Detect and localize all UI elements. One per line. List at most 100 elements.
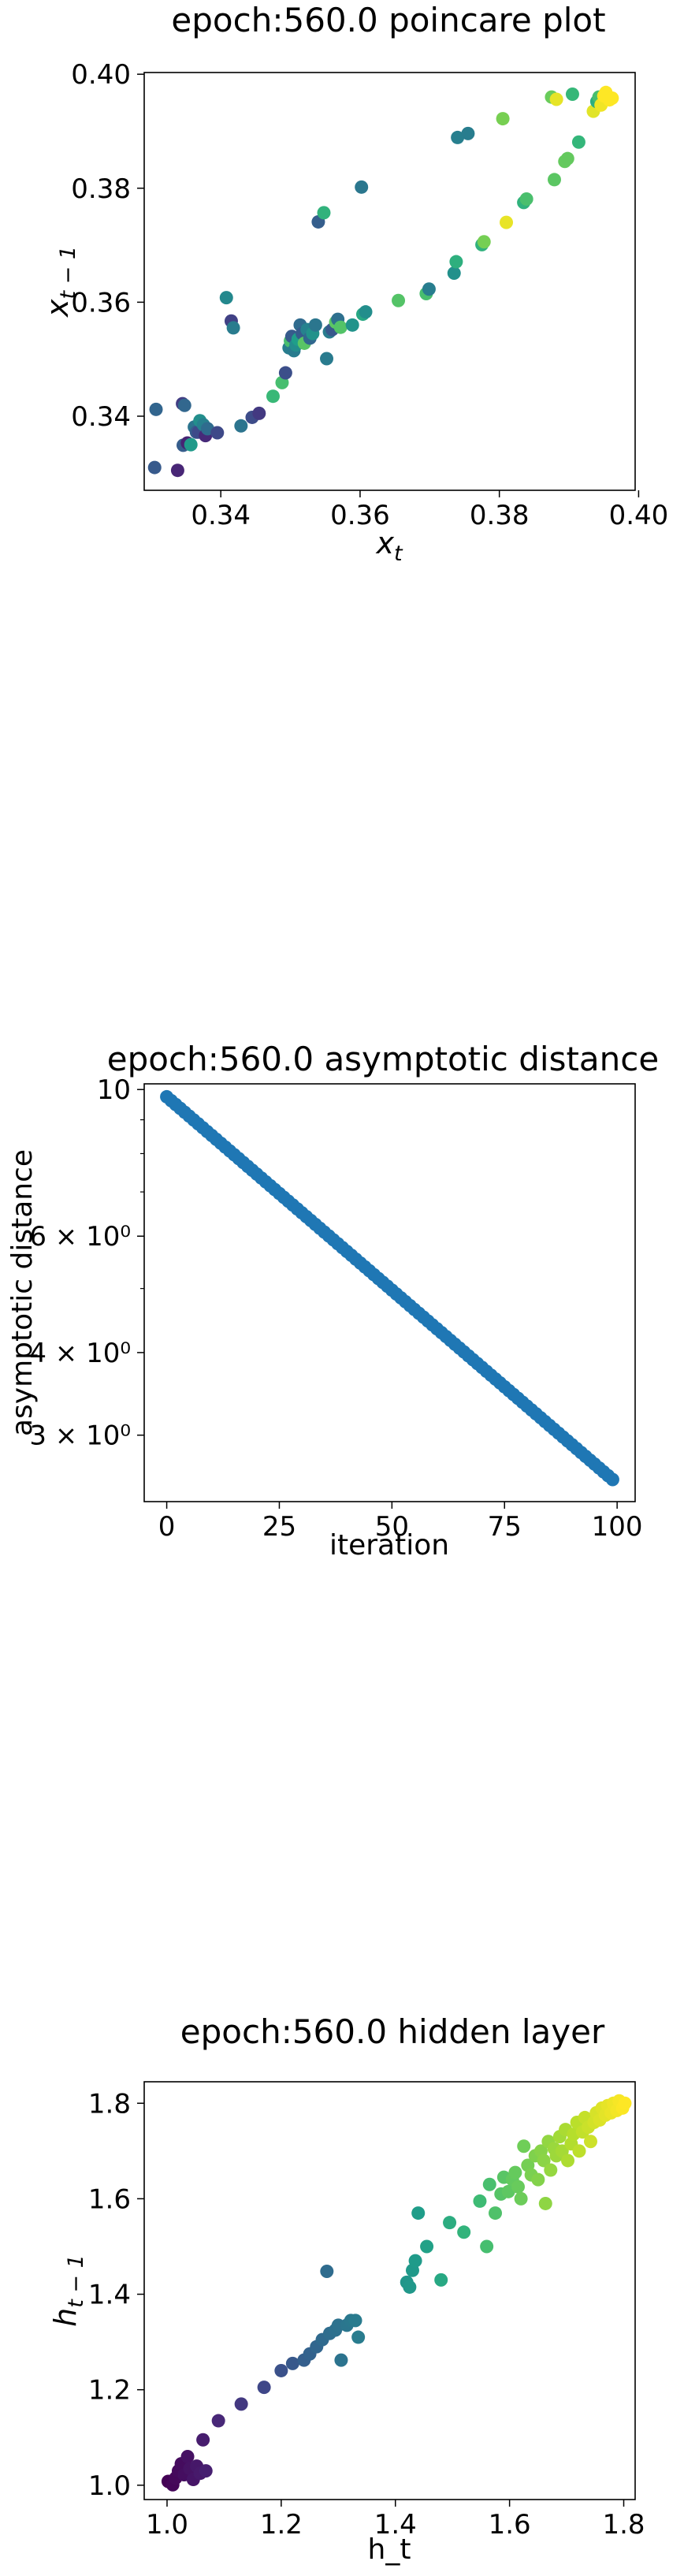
x-tick-label: 0.34 xyxy=(191,500,251,531)
data-point xyxy=(170,463,184,478)
data-point xyxy=(392,293,406,307)
x-tick-label: 1.8 xyxy=(602,2509,645,2541)
x-tick-label: 1.6 xyxy=(489,2509,531,2541)
data-point xyxy=(210,426,225,440)
data-point xyxy=(451,130,465,144)
x-tick-label: 50 xyxy=(375,1511,409,1543)
x-tick-label: 0.38 xyxy=(470,500,530,531)
axes-frame xyxy=(143,72,636,491)
chart-title: epoch:560.0 asymptotic distance xyxy=(107,1040,659,1078)
y-tick-label: 10 xyxy=(97,1074,131,1106)
data-point xyxy=(571,135,585,149)
data-point xyxy=(403,2280,417,2294)
data-point xyxy=(605,1472,619,1487)
data-point xyxy=(457,2225,471,2239)
y-tick-label: 0.38 xyxy=(71,173,131,205)
poincare-chart: epoch:560.0 poincare plot 0.34 0.36 0.38 0.… xyxy=(40,1,668,566)
data-point xyxy=(508,2165,522,2180)
data-point xyxy=(257,2381,271,2395)
data-point xyxy=(572,2144,586,2158)
data-point xyxy=(234,2397,248,2411)
data-point xyxy=(234,419,248,433)
scatter-points xyxy=(160,1089,619,1487)
data-point xyxy=(308,318,322,332)
axes-frame xyxy=(143,2081,636,2500)
y-tick-label: 1.6 xyxy=(88,2183,131,2215)
data-point xyxy=(482,2177,496,2191)
data-point xyxy=(547,173,561,187)
data-point xyxy=(500,215,514,229)
axes-frame xyxy=(143,1083,636,1502)
chart-title: epoch:560.0 hidden layer xyxy=(180,2012,605,2051)
data-point xyxy=(618,2096,632,2110)
data-point xyxy=(345,318,359,332)
data-point xyxy=(359,305,373,319)
x-tick-label: 1.4 xyxy=(374,2509,417,2541)
data-point xyxy=(519,192,533,207)
data-point xyxy=(561,2153,575,2168)
x-tick-label: 0 xyxy=(158,1511,176,1543)
x-tick-label: 25 xyxy=(262,1511,296,1543)
data-point xyxy=(489,2206,503,2220)
data-point xyxy=(408,2254,422,2268)
data-point xyxy=(549,92,563,106)
data-point xyxy=(477,235,491,249)
x-axis-ticks: 1.0 1.2 1.4 1.6 1.8 xyxy=(146,2500,645,2541)
y-tick-label: 0.36 xyxy=(71,287,131,318)
data-point xyxy=(317,206,331,220)
data-point xyxy=(226,321,240,335)
x-tick-label: 0.36 xyxy=(330,500,390,531)
data-point xyxy=(447,266,461,281)
data-point xyxy=(184,437,198,452)
y-tick-label: 0.34 xyxy=(71,401,131,433)
x-tick-label: 1.2 xyxy=(260,2509,303,2541)
data-point xyxy=(531,2172,545,2187)
data-point xyxy=(196,2433,210,2447)
data-point xyxy=(333,320,348,334)
data-point xyxy=(266,389,280,404)
data-point xyxy=(537,2153,551,2168)
x-axis-ticks: 0 25 50 75 100 xyxy=(158,1502,643,1543)
data-point xyxy=(517,2139,531,2153)
data-point xyxy=(180,2449,195,2463)
asymptotic-distance-chart: epoch:560.0 asymptotic distance 0 25 50 75 1… xyxy=(6,1040,659,1562)
data-point xyxy=(320,2264,334,2278)
x-tick-label: 1.0 xyxy=(146,2509,188,2541)
data-point xyxy=(565,87,579,101)
data-point xyxy=(480,2239,494,2254)
data-point xyxy=(496,112,510,126)
data-point xyxy=(411,2206,426,2220)
data-point xyxy=(278,366,292,380)
data-point xyxy=(434,2273,448,2287)
data-point xyxy=(211,2414,225,2428)
data-point xyxy=(473,2194,487,2208)
data-point xyxy=(605,91,619,106)
data-point xyxy=(443,2216,457,2230)
y-tick-label: 1.0 xyxy=(88,2470,131,2502)
data-point xyxy=(583,2135,597,2149)
y-axis-ticks: 1.0 1.2 1.4 1.6 1.8 xyxy=(88,2088,144,2502)
scatter-points xyxy=(161,2094,632,2492)
y-axis-minor-ticks xyxy=(140,1119,144,1290)
y-tick-label: 4 × 10⁰ xyxy=(29,1338,131,1369)
data-point xyxy=(334,2353,348,2367)
data-point xyxy=(219,291,233,305)
y-tick-label: 6 × 10⁰ xyxy=(29,1221,131,1253)
data-point xyxy=(149,402,163,416)
y-tick-label: 3 × 10⁰ xyxy=(29,1420,131,1452)
data-point xyxy=(351,2330,366,2344)
y-tick-label: 1.8 xyxy=(88,2088,131,2120)
x-axis-label: h_t xyxy=(368,2533,411,2566)
y-tick-label: 1.4 xyxy=(88,2280,131,2311)
data-point xyxy=(252,406,266,420)
data-point xyxy=(320,352,334,366)
data-point xyxy=(147,460,162,475)
y-tick-label: 1.2 xyxy=(88,2375,131,2407)
scatter-points xyxy=(147,85,619,478)
data-point xyxy=(511,2180,525,2194)
data-point xyxy=(348,2314,362,2328)
x-axis-ticks: 0.34 0.36 0.38 0.40 xyxy=(191,490,668,531)
data-point xyxy=(544,2163,558,2177)
y-tick-label: 0.40 xyxy=(71,59,131,91)
